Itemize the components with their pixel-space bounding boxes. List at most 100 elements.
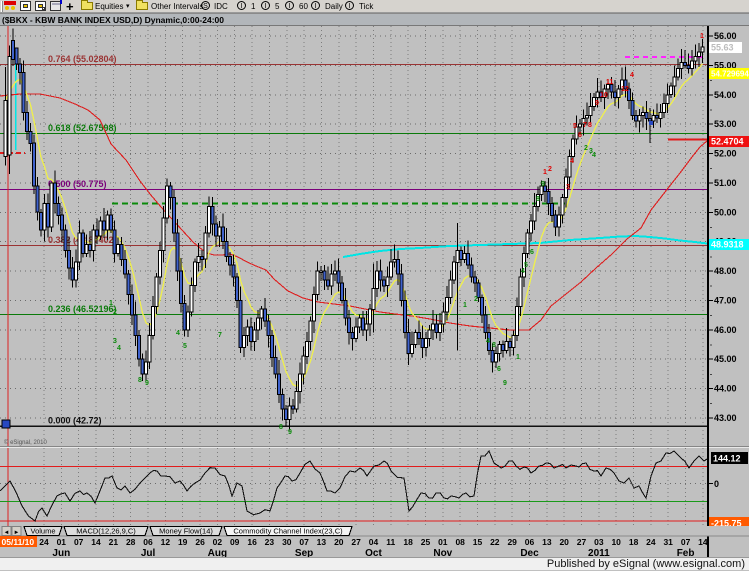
svg-text:8: 8 bbox=[588, 122, 592, 129]
svg-text:07: 07 bbox=[74, 537, 84, 547]
svg-text:24: 24 bbox=[646, 537, 656, 547]
svg-text:29: 29 bbox=[507, 537, 517, 547]
svg-text:0.236 (46.52196): 0.236 (46.52196) bbox=[48, 304, 117, 314]
svg-text:46.00: 46.00 bbox=[714, 325, 737, 335]
svg-text:0.000 (42.72): 0.000 (42.72) bbox=[48, 416, 102, 426]
svg-text:10: 10 bbox=[600, 92, 608, 99]
svg-text:06: 06 bbox=[143, 537, 153, 547]
svg-text:0.500 (50.775): 0.500 (50.775) bbox=[48, 179, 107, 189]
svg-text:MACD(12,26,9,C): MACD(12,26,9,C) bbox=[76, 527, 136, 536]
svg-text:06: 06 bbox=[525, 537, 535, 547]
svg-text:Volume: Volume bbox=[30, 527, 55, 536]
svg-text:14: 14 bbox=[698, 537, 708, 547]
svg-text:Feb: Feb bbox=[677, 548, 695, 559]
svg-text:↑: ↑ bbox=[699, 45, 704, 55]
svg-text:-215.75: -215.75 bbox=[711, 519, 742, 529]
svg-text:31: 31 bbox=[663, 537, 673, 547]
svg-text:8: 8 bbox=[536, 196, 540, 203]
svg-text:55.00: 55.00 bbox=[714, 60, 737, 70]
svg-text:4: 4 bbox=[592, 152, 596, 159]
svg-text:10: 10 bbox=[611, 537, 621, 547]
svg-text:19: 19 bbox=[178, 537, 188, 547]
svg-text:7: 7 bbox=[583, 122, 587, 129]
svg-text:3: 3 bbox=[589, 148, 593, 155]
svg-text:08: 08 bbox=[455, 537, 465, 547]
svg-text:50.00: 50.00 bbox=[714, 207, 737, 217]
svg-text:27: 27 bbox=[351, 537, 361, 547]
svg-text:54.00: 54.00 bbox=[714, 90, 737, 100]
svg-text:2: 2 bbox=[474, 296, 478, 303]
svg-text:3: 3 bbox=[113, 338, 117, 345]
svg-text:Oct: Oct bbox=[365, 548, 382, 559]
svg-text:8: 8 bbox=[138, 377, 142, 384]
svg-text:52.00: 52.00 bbox=[714, 149, 737, 159]
svg-text:1: 1 bbox=[516, 354, 520, 361]
svg-text:Commodity Channel Index(23,C): Commodity Channel Index(23,C) bbox=[233, 527, 343, 536]
svg-text:5: 5 bbox=[524, 262, 528, 269]
svg-text:11: 11 bbox=[606, 79, 614, 86]
svg-text:1: 1 bbox=[463, 302, 467, 309]
svg-text:4: 4 bbox=[176, 330, 180, 337]
svg-text:11: 11 bbox=[386, 537, 395, 547]
svg-text:47.00: 47.00 bbox=[714, 295, 737, 305]
svg-text:0.764 (55.02804): 0.764 (55.02804) bbox=[48, 54, 117, 64]
svg-text:Nov: Nov bbox=[433, 548, 452, 559]
svg-text:51.00: 51.00 bbox=[714, 178, 737, 188]
svg-text:48.9318: 48.9318 bbox=[711, 240, 744, 250]
svg-text:0.618 (52.67598): 0.618 (52.67598) bbox=[48, 123, 117, 133]
svg-text:Dec: Dec bbox=[520, 548, 539, 559]
svg-text:44.00: 44.00 bbox=[714, 384, 737, 394]
svg-text:◄: ◄ bbox=[4, 530, 10, 536]
svg-text:12: 12 bbox=[621, 86, 629, 93]
svg-text:54.729694: 54.729694 bbox=[711, 70, 749, 79]
svg-text:9: 9 bbox=[595, 100, 599, 107]
svg-text:48.00: 48.00 bbox=[714, 266, 737, 276]
svg-text:0: 0 bbox=[714, 479, 719, 489]
svg-text:01: 01 bbox=[438, 537, 448, 547]
svg-text:09: 09 bbox=[230, 537, 240, 547]
svg-text:1: 1 bbox=[109, 300, 113, 307]
svg-text:6: 6 bbox=[530, 249, 534, 256]
svg-text:9: 9 bbox=[541, 181, 545, 188]
svg-text:1: 1 bbox=[700, 33, 704, 40]
svg-text:20: 20 bbox=[559, 537, 569, 547]
svg-text:9: 9 bbox=[145, 380, 149, 387]
svg-text:22: 22 bbox=[490, 537, 500, 547]
svg-text:56.00: 56.00 bbox=[714, 31, 737, 41]
svg-text:01: 01 bbox=[57, 537, 67, 547]
svg-text:18: 18 bbox=[629, 537, 639, 547]
svg-text:Aug: Aug bbox=[208, 548, 227, 559]
svg-text:52.4704: 52.4704 bbox=[711, 137, 744, 147]
svg-text:25: 25 bbox=[421, 537, 431, 547]
svg-text:4: 4 bbox=[521, 268, 525, 275]
svg-text:3: 3 bbox=[566, 184, 570, 191]
svg-text:27: 27 bbox=[577, 537, 587, 547]
svg-text:2011: 2011 bbox=[588, 548, 610, 559]
svg-text:Sep: Sep bbox=[295, 548, 313, 559]
svg-text:7: 7 bbox=[218, 332, 222, 339]
svg-text:28: 28 bbox=[126, 537, 136, 547]
svg-text:8: 8 bbox=[279, 424, 283, 431]
svg-text:05/11/10: 05/11/10 bbox=[2, 537, 35, 547]
svg-text:1: 1 bbox=[543, 169, 547, 176]
svg-text:07: 07 bbox=[681, 537, 691, 547]
svg-text:12: 12 bbox=[161, 537, 171, 547]
svg-text:26: 26 bbox=[195, 537, 205, 547]
svg-text:2: 2 bbox=[584, 145, 588, 152]
svg-text:45.00: 45.00 bbox=[714, 354, 737, 364]
svg-text:Jul: Jul bbox=[141, 548, 156, 559]
svg-text:2: 2 bbox=[113, 309, 117, 316]
svg-text:15: 15 bbox=[473, 537, 483, 547]
svg-text:18: 18 bbox=[403, 537, 413, 547]
svg-text:4: 4 bbox=[486, 338, 490, 345]
svg-text:43.00: 43.00 bbox=[714, 413, 737, 423]
svg-text:21: 21 bbox=[109, 537, 119, 547]
svg-text:13: 13 bbox=[317, 537, 327, 547]
svg-text:8: 8 bbox=[492, 342, 496, 349]
svg-text:30: 30 bbox=[282, 537, 292, 547]
svg-text:04: 04 bbox=[369, 537, 379, 547]
svg-text:6: 6 bbox=[497, 366, 501, 373]
svg-text:9: 9 bbox=[503, 380, 507, 387]
svg-text:© eSignal, 2010: © eSignal, 2010 bbox=[4, 439, 47, 446]
svg-text:9: 9 bbox=[288, 429, 292, 436]
